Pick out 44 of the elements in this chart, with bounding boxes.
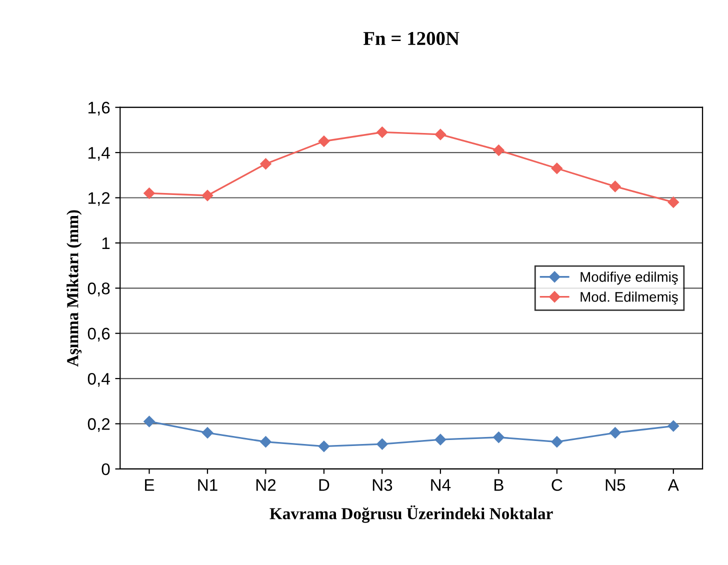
point <box>434 434 446 446</box>
point <box>493 144 504 156</box>
point <box>434 128 446 140</box>
x-tick-label: N1 <box>198 479 218 491</box>
x-tick-label: A <box>668 479 679 491</box>
point <box>260 158 272 170</box>
y-tick-label: 0 <box>102 463 110 476</box>
point <box>493 432 504 443</box>
x-tick-label: E <box>145 479 154 491</box>
point <box>668 196 680 208</box>
point <box>668 420 680 432</box>
legend-label: Mod. Edilmemiş <box>580 292 678 305</box>
y-tick-label: 1,4 <box>88 147 110 161</box>
point <box>551 436 563 448</box>
y-tick-label: 0,2 <box>88 418 110 432</box>
legend-label: Modifiye edilmiş <box>580 272 678 285</box>
y-tick-label: 0,6 <box>88 328 110 342</box>
y-tick-label: 0,4 <box>88 372 110 387</box>
point <box>318 136 330 147</box>
x-tick-label: N5 <box>606 479 626 491</box>
point <box>376 438 388 450</box>
point <box>260 436 272 448</box>
x-tick-label: N4 <box>431 479 451 491</box>
point <box>144 416 155 428</box>
x-tick-label: B <box>494 479 504 491</box>
x-tick-label: N2 <box>256 479 276 491</box>
point <box>318 440 330 452</box>
y-tick-label: 1,6 <box>88 102 110 116</box>
y-axis-title: Aşınma Miktarı (mm) <box>66 210 82 367</box>
point <box>376 126 388 138</box>
point <box>202 427 214 438</box>
x-tick-label: N3 <box>372 479 392 491</box>
x-tick-label: D <box>319 479 330 491</box>
x-axis-title: Kavrama Doğrusu Üzerindeki Noktalar <box>270 505 553 523</box>
y-tick-label: 1,2 <box>88 192 110 206</box>
y-tick-label: 0,8 <box>88 282 110 296</box>
point <box>610 180 621 192</box>
x-tick-label: C <box>552 479 562 491</box>
y-tick-label: 1 <box>102 238 110 249</box>
point <box>610 427 621 438</box>
point <box>202 190 214 202</box>
chart-title: Fn = 1200N <box>363 32 460 46</box>
point <box>144 188 155 199</box>
point <box>551 162 563 174</box>
